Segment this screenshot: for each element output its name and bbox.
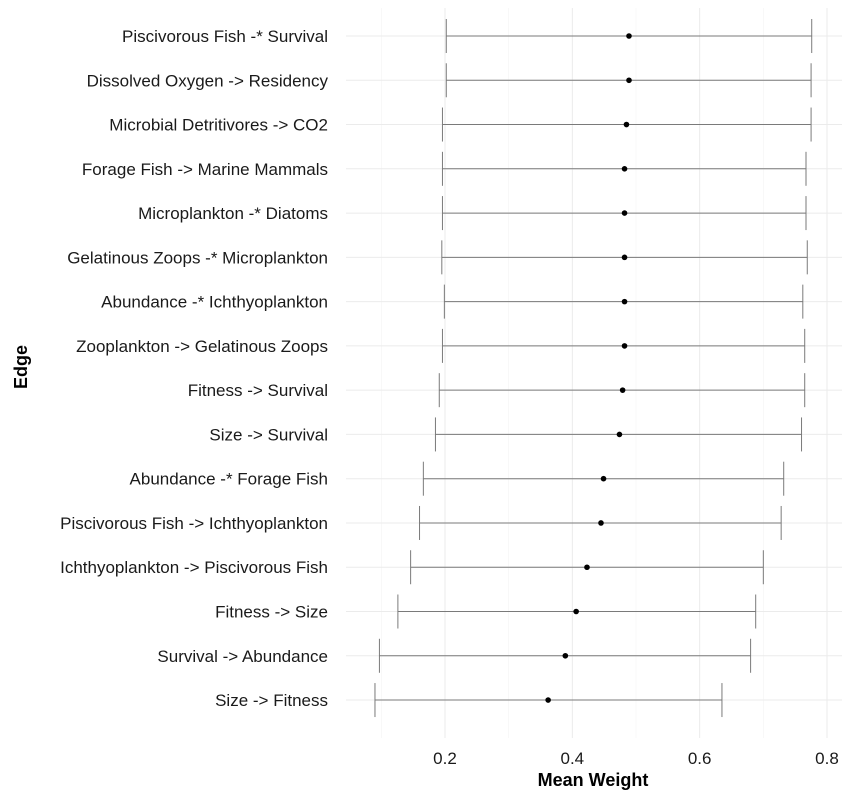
errorbar-row [378, 638, 752, 673]
y-tick-label: Abundance -* Ichthyoplankton [101, 293, 328, 312]
errorbar-row [441, 240, 808, 275]
mean-point [621, 210, 628, 216]
mean-point [562, 652, 569, 659]
y-tick-label: Microplankton -* Diatoms [138, 204, 328, 223]
errorbar-row [441, 151, 807, 186]
mean-point [545, 697, 551, 703]
errorbar-row [422, 461, 785, 496]
errorbar-row [445, 19, 813, 53]
mean-point [573, 608, 579, 615]
errorbar-row [374, 683, 723, 718]
errorbar-row [410, 550, 764, 585]
y-tick-label: Gelatinous Zoops -* Microplankton [67, 248, 328, 267]
mean-point [621, 343, 628, 349]
y-tick-label: Zooplankton -> Gelatinous Zoops [76, 337, 328, 356]
x-tick-label: 0.6 [688, 749, 712, 768]
x-tick-label: 0.2 [433, 749, 457, 768]
mean-point [626, 33, 632, 39]
y-tick-labels: Piscivorous Fish -* Survival Dissolved Ox… [60, 27, 328, 710]
y-tick-label: Survival -> Abundance [157, 647, 328, 666]
y-tick-label: Abundance -* Forage Fish [130, 470, 328, 489]
mean-point [598, 520, 604, 526]
errorbar-row [434, 417, 803, 452]
mean-point [616, 431, 623, 438]
y-tick-label: Fitness -> Survival [188, 381, 328, 400]
mean-point [584, 564, 590, 571]
x-axis-title: Mean Weight [538, 770, 649, 790]
x-tick-labels: 0.2 0.4 0.6 0.8 [433, 749, 839, 768]
grid [346, 8, 842, 738]
y-tick-label: Microbial Detritivores -> CO2 [109, 116, 328, 135]
y-tick-label: Size -> Survival [209, 425, 328, 444]
mean-point [621, 166, 628, 172]
x-tick-label: 0.8 [815, 749, 839, 768]
errorbar-row [441, 196, 807, 231]
errorbar-row [441, 107, 812, 142]
y-axis-title: Edge [11, 345, 31, 389]
mean-point [626, 77, 632, 84]
y-tick-label: Piscivorous Fish -> Ichthyoplankton [60, 514, 328, 533]
errorbar-row [419, 505, 782, 540]
errorbar-row [397, 594, 757, 629]
y-tick-label: Forage Fish -> Marine Mammals [82, 160, 328, 179]
y-tick-label: Piscivorous Fish -* Survival [122, 27, 328, 46]
mean-point [600, 475, 607, 482]
y-tick-label: Ichthyoplankton -> Piscivorous Fish [60, 558, 328, 577]
errorbar-row [438, 373, 806, 408]
mean-point [621, 298, 628, 305]
mean-point [623, 121, 630, 128]
errorbar-row [445, 63, 812, 98]
y-tick-label: Size -> Fitness [215, 691, 328, 710]
chart-marks [374, 19, 813, 718]
x-tick-label: 0.4 [561, 749, 585, 768]
mean-point [621, 254, 628, 261]
errorbar-row [441, 328, 806, 363]
mean-point [619, 387, 626, 393]
errorbar-row [443, 284, 804, 319]
y-tick-label: Dissolved Oxygen -> Residency [87, 71, 329, 90]
y-tick-label: Fitness -> Size [215, 603, 328, 622]
